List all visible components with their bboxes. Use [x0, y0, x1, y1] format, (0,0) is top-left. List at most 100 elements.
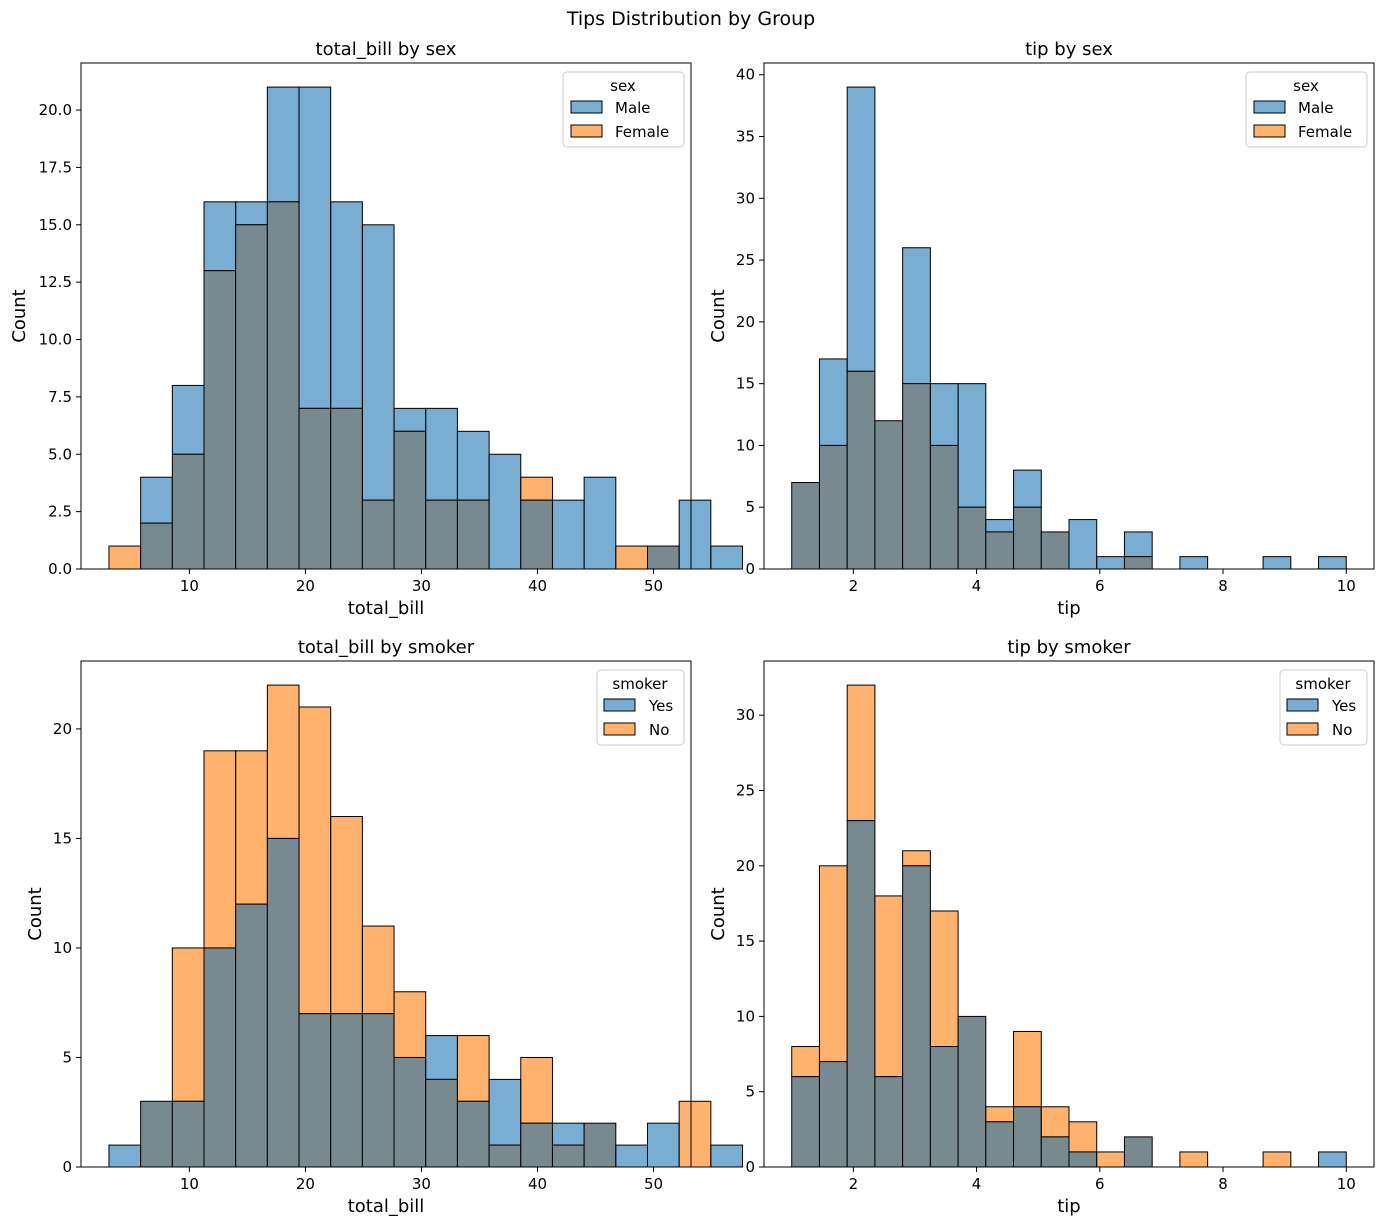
hist-bar-overlap-1-9: [1040, 531, 1070, 570]
legend-label-female: Female: [1298, 123, 1352, 141]
x-tick-label: 50: [644, 577, 663, 595]
hist-bar-0-5: [266, 86, 300, 203]
x-axis-label: total_bill: [348, 1196, 425, 1217]
hist-bar-1-4: [902, 247, 931, 385]
x-axis-label: total_bill: [348, 598, 425, 619]
hist-bar-overlap-0-2: [171, 453, 205, 570]
y-tick-label: 17.5: [39, 158, 72, 176]
plot-frame: [763, 660, 1375, 1168]
hist-bar-overlap-2-11: [456, 1100, 490, 1168]
legend: sex Male Female: [562, 71, 685, 148]
hist-bar-overlap-2-7: [330, 1013, 363, 1168]
y-tick-label: 10: [736, 1007, 755, 1025]
y-tick-label: 0: [745, 1158, 755, 1176]
x-tick-label: 10: [180, 577, 199, 595]
y-tick-label: 0: [62, 1158, 72, 1176]
y-tick-label: 20: [736, 857, 755, 875]
x-tick-label: 40: [528, 1175, 547, 1193]
hist-bar-overlap-2-13: [520, 1122, 553, 1168]
plot-frame: [80, 62, 692, 570]
y-tick-label: 15: [53, 829, 72, 847]
hist-bar-overlap-3-4: [902, 865, 931, 1168]
hist-bar-1-2: [846, 86, 876, 372]
hist-bar-overlap-0-13: [520, 499, 553, 570]
hist-bar-overlap-1-1: [818, 444, 848, 570]
hist-bar-0-4: [235, 201, 268, 226]
y-tick-label: 5.0: [48, 445, 72, 463]
hist-bar-1-10: [1068, 519, 1098, 570]
hist-bar-0-11: [456, 430, 490, 501]
hist-bar-3-0: [791, 1046, 820, 1078]
panel-total-bill-by-smoker: total_bill by smoker 10 20 30 40 50 0 5 10 15 20…: [25, 637, 744, 1217]
legend-swatch-male: [570, 100, 603, 114]
hist-bar-1-8: [1013, 469, 1042, 508]
histogram-bars: [791, 86, 1347, 570]
y-axis-label: Count: [708, 887, 729, 940]
plot-frame: [763, 62, 1375, 570]
panel-title: tip by sex: [1025, 39, 1113, 60]
hist-bar-overlap-0-10: [425, 499, 458, 570]
hist-bar-0-15: [583, 476, 617, 570]
x-tick-label: 50: [644, 1175, 663, 1193]
hist-bar-overlap-3-9: [1040, 1136, 1070, 1168]
legend-swatch-female: [1253, 124, 1286, 138]
hist-bar-overlap-0-4: [235, 224, 268, 570]
hist-bar-3-5: [929, 910, 959, 1048]
hist-bar-3-7: [985, 1106, 1015, 1123]
legend-label-no: No: [649, 721, 669, 739]
hist-bar-overlap-1-7: [985, 531, 1015, 570]
x-tick-label: 6: [1095, 1175, 1105, 1193]
hist-bar-overlap-3-5: [929, 1046, 959, 1168]
histogram-bars: [108, 684, 744, 1168]
hist-bar-overlap-3-6: [957, 1015, 987, 1168]
legend-swatch-no: [1286, 722, 1319, 736]
hist-bar-overlap-3-0: [791, 1076, 820, 1168]
y-tick-label: 10.0: [39, 331, 72, 349]
plot-frame: [80, 660, 692, 1168]
hist-bar-2-3: [203, 750, 237, 949]
legend-title: smoker: [1295, 675, 1351, 693]
hist-bar-2-13: [520, 1056, 553, 1124]
hist-bar-overlap-2-8: [361, 1013, 395, 1168]
hist-bar-overlap-0-11: [456, 499, 490, 570]
panel-title: total_bill by smoker: [298, 637, 475, 658]
hist-bar-2-9: [393, 991, 427, 1058]
hist-bar-3-14: [1179, 1151, 1209, 1168]
hist-bar-2-16: [615, 1144, 648, 1168]
y-axis-ticks: 0 5 10 15 20: [53, 720, 81, 1176]
hist-bar-overlap-3-3: [874, 1076, 904, 1168]
legend-swatch-male: [1253, 100, 1286, 114]
y-axis-ticks: 0 5 10 15 20 25 30 35 40: [736, 66, 764, 578]
x-tick-label: 40: [528, 577, 547, 595]
x-axis-ticks: 2 4 6 8 10: [849, 569, 1356, 595]
x-tick-label: 10: [180, 1175, 199, 1193]
hist-bar-overlap-2-4: [235, 903, 268, 1168]
hist-bar-2-0: [108, 1144, 142, 1168]
x-tick-label: 4: [972, 1175, 982, 1193]
hist-bar-overlap-0-5: [266, 201, 300, 570]
hist-bar-2-19: [710, 1144, 744, 1168]
y-tick-label: 15: [736, 375, 755, 393]
y-tick-label: 20: [53, 720, 72, 738]
hist-bar-overlap-2-2: [171, 1100, 205, 1168]
hist-bar-0-3: [203, 201, 237, 272]
legend: smoker Yes No: [596, 669, 685, 746]
y-tick-label: 20: [736, 313, 755, 331]
hist-bar-overlap-2-1: [140, 1100, 173, 1168]
hist-bar-overlap-0-9: [393, 430, 427, 570]
y-axis-ticks: 0.0 2.5 5.0 7.5 10.0 12.5 15.0 17.5 20.0: [39, 101, 81, 578]
y-tick-label: 35: [736, 128, 755, 146]
x-axis-ticks: 10 20 30 40 50: [180, 1167, 663, 1193]
hist-bar-1-14: [1179, 556, 1209, 570]
hist-bar-overlap-1-2: [846, 370, 876, 570]
legend: sex Male Female: [1245, 71, 1368, 148]
legend-title: sex: [610, 77, 636, 95]
hist-bar-overlap-3-12: [1123, 1136, 1153, 1168]
hist-bar-1-11: [1096, 556, 1125, 570]
hist-bar-2-2: [171, 947, 205, 1102]
hist-bar-1-12: [1123, 531, 1153, 558]
y-tick-label: 15.0: [39, 216, 72, 234]
hist-bar-2-6: [298, 706, 332, 1015]
x-axis-label: tip: [1057, 1196, 1080, 1217]
